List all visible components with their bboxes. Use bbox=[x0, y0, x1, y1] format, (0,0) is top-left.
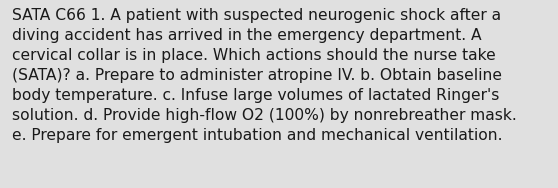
Text: SATA C66 1. A patient with suspected neurogenic shock after a
diving accident ha: SATA C66 1. A patient with suspected neu… bbox=[12, 8, 517, 143]
